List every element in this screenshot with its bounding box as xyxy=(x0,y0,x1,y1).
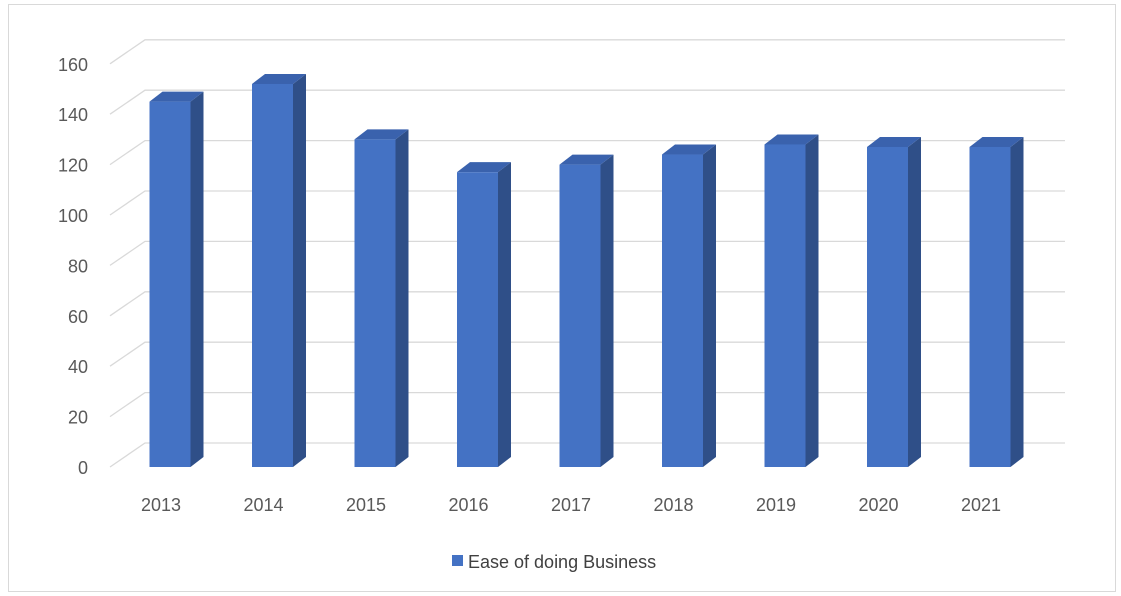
y-tick-label-40: 40 xyxy=(68,357,88,377)
legend-label-ease-of-doing-business: Ease of doing Business xyxy=(468,552,656,572)
bar-2014 xyxy=(252,73,306,468)
bar-top-2019 xyxy=(764,134,819,145)
bar-front-2015 xyxy=(354,139,396,467)
bar-top-2017 xyxy=(559,154,614,165)
gridlines xyxy=(109,39,1065,468)
bar-side-2015 xyxy=(395,129,409,467)
gridline-120 xyxy=(109,139,1065,166)
y-tick-label-160: 160 xyxy=(58,55,88,75)
x-tick-label-2013: 2013 xyxy=(141,495,181,515)
y-tick-label-80: 80 xyxy=(68,256,88,276)
gridline-40 xyxy=(109,341,1065,367)
bars xyxy=(149,73,1024,468)
legend-swatch xyxy=(452,555,463,566)
gridline-60 xyxy=(109,291,1065,317)
bar-front-2014 xyxy=(252,83,293,468)
y-tick-label-0: 0 xyxy=(78,458,88,478)
bar-front-2021 xyxy=(969,146,1011,467)
bar-side-2017 xyxy=(600,154,614,467)
bar-front-2013 xyxy=(149,101,191,467)
bar-front-2017 xyxy=(559,164,601,467)
x-tick-label-2019: 2019 xyxy=(756,495,796,515)
x-axis-ticks: 2013 2014 2015 2016 2017 2018 2019 2020 2021 xyxy=(141,495,1001,515)
bar-front-2020 xyxy=(867,146,908,467)
x-tick-label-2020: 2020 xyxy=(858,495,898,515)
bar-2017 xyxy=(559,154,614,467)
bar-2015 xyxy=(354,129,409,467)
bar-side-2019 xyxy=(805,134,819,467)
bar-2020 xyxy=(867,136,921,467)
bar-side-2021 xyxy=(1010,136,1024,467)
y-tick-label-60: 60 xyxy=(68,307,88,327)
bar-top-2021 xyxy=(969,136,1024,147)
gridline-100 xyxy=(109,190,1065,216)
y-tick-label-100: 100 xyxy=(58,206,88,226)
bar-side-2013 xyxy=(190,91,204,467)
bar-2013 xyxy=(149,91,204,467)
bar-side-2020 xyxy=(908,136,921,467)
x-tick-label-2015: 2015 xyxy=(346,495,386,515)
x-tick-label-2014: 2014 xyxy=(243,495,283,515)
bar-top-2018 xyxy=(662,144,716,155)
legend: Ease of doing Business xyxy=(452,552,656,572)
bar-side-2014 xyxy=(293,73,306,468)
y-tick-label-20: 20 xyxy=(68,408,88,428)
gridline-80 xyxy=(109,240,1065,266)
bar-side-2018 xyxy=(703,144,716,467)
bar-top-2015 xyxy=(354,129,409,140)
bar-top-2014 xyxy=(252,73,306,84)
bar-top-2013 xyxy=(149,91,204,102)
bar-side-2016 xyxy=(498,162,511,467)
gridline-20 xyxy=(109,391,1065,418)
x-tick-label-2018: 2018 xyxy=(653,495,693,515)
y-tick-label-120: 120 xyxy=(58,156,88,176)
y-axis-ticks: 0 20 40 60 80 100 120 140 160 xyxy=(58,55,88,478)
gridline-0 xyxy=(109,442,1065,468)
bar-front-2018 xyxy=(662,154,703,467)
x-tick-label-2017: 2017 xyxy=(551,495,591,515)
bar-2021 xyxy=(969,136,1024,467)
bar-front-2016 xyxy=(457,172,498,467)
bar-front-2019 xyxy=(764,144,806,467)
y-tick-label-140: 140 xyxy=(58,105,88,125)
bar-top-2020 xyxy=(867,136,921,147)
bar-2016 xyxy=(457,162,511,467)
x-tick-label-2021: 2021 xyxy=(961,495,1001,515)
bar-top-2016 xyxy=(457,162,511,173)
gridline-160 xyxy=(109,39,1065,65)
bar-2019 xyxy=(764,134,819,467)
bar-2018 xyxy=(662,144,716,467)
x-tick-label-2016: 2016 xyxy=(448,495,488,515)
gridline-140 xyxy=(109,89,1065,115)
